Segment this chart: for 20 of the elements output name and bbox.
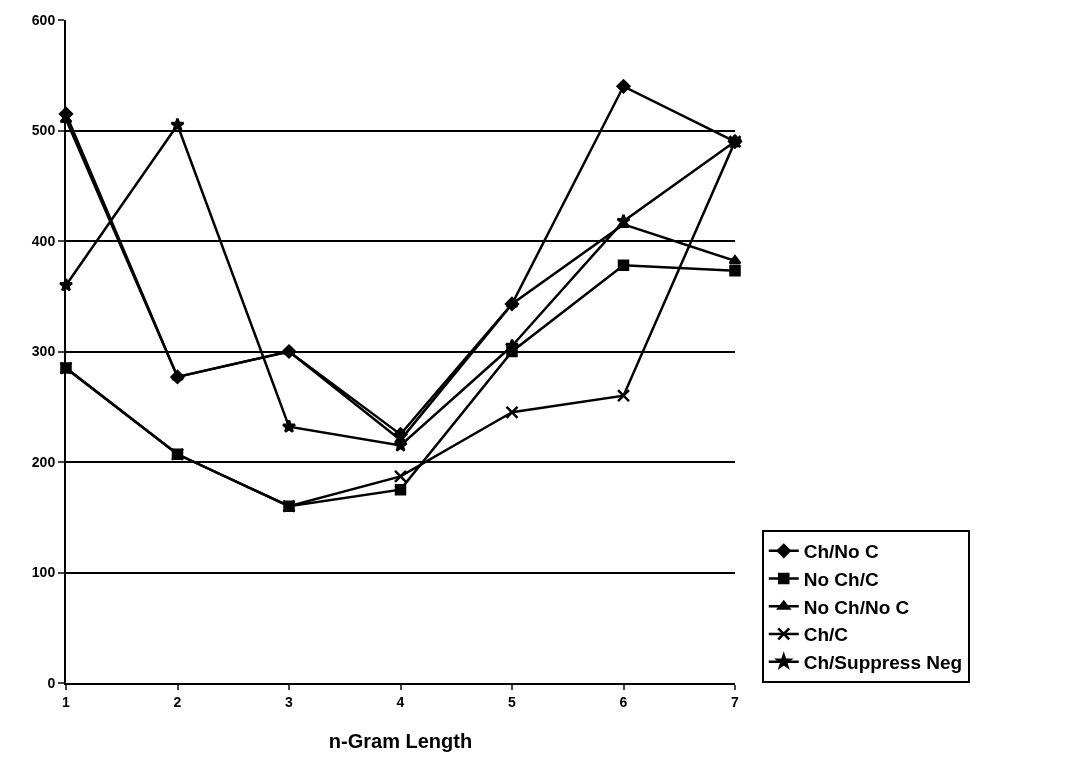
y-tick-label: 200	[31, 453, 56, 470]
y-tick-label: 300	[31, 343, 56, 360]
legend-label: Ch/C	[803, 624, 849, 646]
legend-label: No Ch/No C	[803, 596, 910, 618]
legend-label: Ch/No C	[803, 541, 879, 563]
y-tick-label: 0	[47, 674, 56, 691]
x-tick-label: 2	[173, 693, 182, 710]
legend-label: Ch/Suppress Neg	[803, 652, 963, 674]
x-tick-label: 6	[619, 693, 628, 710]
x-tick-label: 7	[731, 693, 740, 710]
legend-label: No Ch/C	[803, 568, 879, 590]
y-tick-label: 500	[31, 122, 56, 139]
x-tick-label: 4	[396, 693, 405, 710]
y-tick-label: 400	[31, 232, 56, 249]
x-axis-title: n-Gram Length	[328, 729, 473, 752]
x-tick-label: 3	[285, 693, 294, 710]
y-tick-label: 600	[31, 11, 56, 28]
y-tick-label: 100	[31, 564, 56, 581]
x-tick-label: 5	[508, 693, 517, 710]
x-tick-label: 1	[62, 693, 71, 710]
